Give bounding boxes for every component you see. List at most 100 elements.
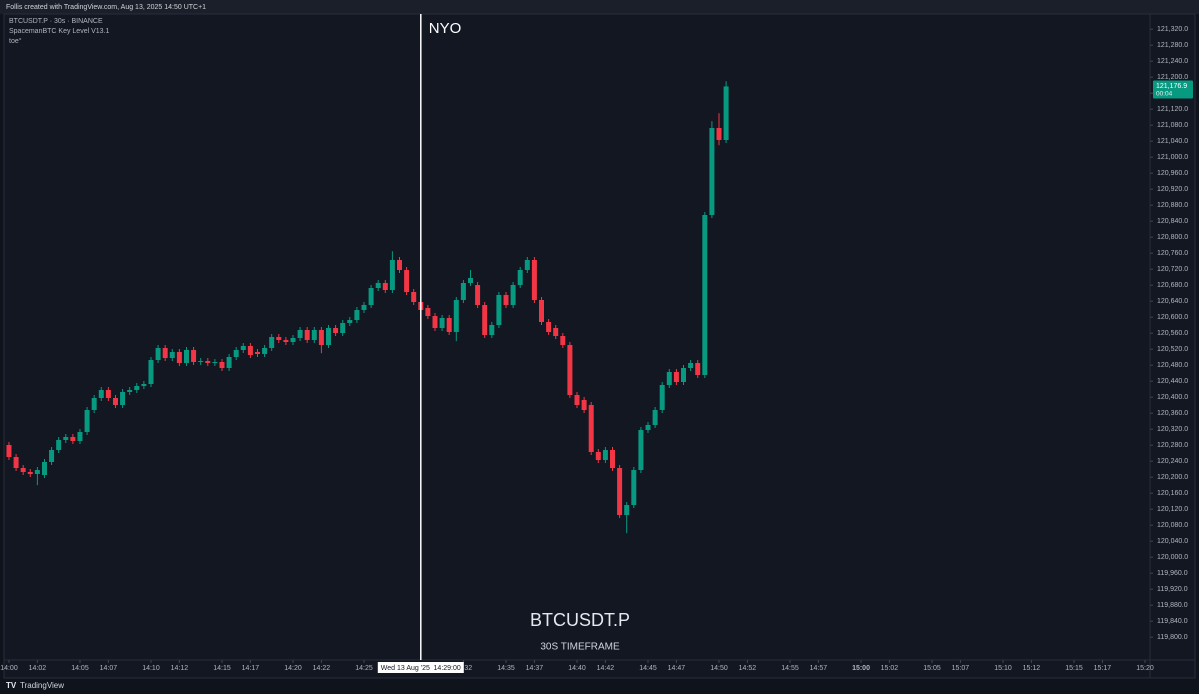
candle-body	[411, 292, 417, 302]
candle-body	[432, 316, 438, 328]
legend-indicator: toe°	[9, 37, 22, 45]
candle-body	[269, 337, 275, 348]
candle-body	[41, 462, 47, 475]
candle-body	[482, 305, 488, 335]
y-tick-label: 119,960.0	[1157, 570, 1188, 577]
candle-body	[325, 328, 331, 345]
candle-body	[617, 468, 623, 515]
y-tick-label: 120,960.0	[1157, 170, 1188, 177]
candle-body	[709, 128, 715, 215]
x-tick-label: 15:15	[1065, 665, 1083, 672]
candle-body	[262, 348, 268, 354]
candle-body	[127, 390, 133, 392]
candle-body	[539, 300, 545, 322]
y-tick-label: 120,920.0	[1157, 186, 1188, 193]
x-tick-label: 14:07	[100, 665, 118, 672]
candle-body	[70, 437, 76, 441]
y-tick-label: 120,720.0	[1157, 266, 1188, 273]
y-tick-label: 121,240.0	[1157, 58, 1188, 65]
y-tick-label: 120,560.0	[1157, 330, 1188, 337]
candle-body	[396, 260, 402, 270]
candle-body	[560, 336, 566, 345]
candle-body	[425, 308, 431, 316]
x-tick-label: 15:12	[1023, 665, 1041, 672]
y-tick-label: 120,000.0	[1157, 554, 1188, 561]
x-tick-label: 14:52	[739, 665, 757, 672]
candle-body	[226, 357, 232, 368]
footer-text: TradingView	[20, 681, 64, 690]
candle-body	[631, 470, 637, 505]
candle-body	[524, 260, 530, 270]
x-tick-label: 14:10	[142, 665, 160, 672]
y-tick-label: 120,040.0	[1157, 538, 1188, 545]
candle-body	[198, 361, 204, 362]
y-tick-label: 121,000.0	[1157, 154, 1188, 161]
last-price-tag	[1153, 80, 1193, 99]
candle-body	[311, 330, 317, 340]
candle-body	[13, 457, 19, 468]
candle-body	[120, 392, 126, 405]
y-tick-label: 119,840.0	[1157, 618, 1188, 625]
candle-body	[610, 450, 616, 468]
y-tick-label: 121,320.0	[1157, 26, 1188, 33]
candle-body	[567, 345, 573, 395]
x-tick-label: 14:42	[597, 665, 615, 672]
y-tick-label: 121,280.0	[1157, 42, 1188, 49]
watermark-symbol: BTCUSDT.P	[530, 610, 630, 630]
plot	[6, 81, 729, 534]
x-tick-label: 15:00	[852, 665, 870, 672]
y-tick-label: 120,240.0	[1157, 458, 1188, 465]
x-tick-label: 14:20	[284, 665, 302, 672]
candle-body	[297, 330, 303, 338]
y-tick-label: 120,120.0	[1157, 506, 1188, 513]
y-tick-label: 120,760.0	[1157, 250, 1188, 257]
candle-body	[148, 360, 154, 384]
last-price-label: 121,176.9	[1156, 83, 1187, 90]
x-tick-label: 15:07	[952, 665, 970, 672]
x-tick-label: 15:05	[923, 665, 941, 672]
candle-body	[723, 86, 729, 140]
candle-body	[581, 400, 587, 410]
candle-body	[467, 278, 473, 283]
candle-body	[27, 472, 33, 474]
candle-body	[240, 346, 246, 350]
crosshair-label-box	[377, 662, 464, 673]
candle-body	[304, 330, 310, 340]
y-tick-label: 120,440.0	[1157, 378, 1188, 385]
candle-body	[546, 322, 552, 332]
x-tick-label: 14:57	[810, 665, 828, 672]
candle-body	[695, 363, 701, 375]
y-tick-label: 120,480.0	[1157, 362, 1188, 369]
y-tick-label: 120,600.0	[1157, 314, 1188, 321]
y-tick-label: 120,080.0	[1157, 522, 1188, 529]
x-tick-label: 14:02	[29, 665, 47, 672]
candle-body	[20, 468, 26, 472]
candle-body	[134, 386, 140, 390]
y-tick-label: 120,520.0	[1157, 346, 1188, 353]
x-tick-label: 15:02	[881, 665, 899, 672]
candle-body	[354, 310, 360, 320]
candle-body	[333, 328, 339, 333]
chart-frame	[3, 13, 1196, 679]
candle-body	[681, 368, 687, 382]
candle-body	[162, 348, 168, 358]
candle-body	[290, 338, 296, 342]
candle-body	[652, 410, 658, 425]
session-label: NYO	[429, 20, 462, 37]
x-tick-label: 14:50	[710, 665, 728, 672]
candle-body	[212, 362, 218, 363]
x-tick-label: 15:10	[994, 665, 1012, 672]
candle-body	[254, 352, 260, 354]
x-tick-label: 15:17	[1094, 665, 1112, 672]
candle-body	[84, 410, 90, 432]
candle-body	[659, 385, 665, 410]
x-tick-label: 14:12	[171, 665, 189, 672]
candle-body	[510, 285, 516, 305]
footer-logo-mark: TV	[6, 681, 17, 690]
candle-body	[638, 430, 644, 470]
candle-body	[247, 346, 253, 355]
candle-body	[176, 352, 182, 363]
candle-body	[375, 283, 381, 288]
x-tick-label: 14:35	[497, 665, 515, 672]
y-tick-label: 120,880.0	[1157, 202, 1188, 209]
